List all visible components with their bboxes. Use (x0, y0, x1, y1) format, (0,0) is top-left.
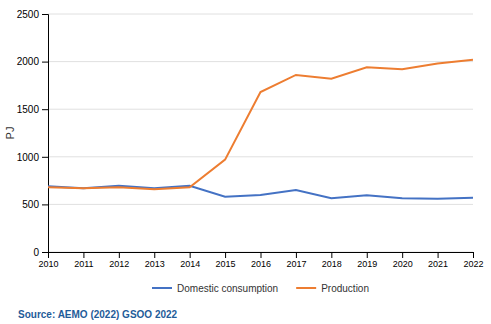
tick-mark (296, 252, 297, 258)
tick-label: 2012 (109, 259, 129, 269)
tick-label: 2020 (393, 259, 413, 269)
tick-label: 2019 (357, 259, 377, 269)
tick-mark (261, 252, 262, 258)
tick-mark (154, 252, 155, 258)
tick: 2021 (428, 252, 448, 269)
tick-mark (42, 62, 48, 63)
tick: 2011 (74, 252, 93, 269)
tick: 2000 (17, 56, 48, 67)
series-group (48, 60, 473, 199)
series-line (48, 60, 473, 189)
tick: 500 (22, 199, 48, 210)
tick: 2015 (216, 252, 236, 269)
tick-label: 2016 (251, 259, 271, 269)
tick-label: 2022 (463, 259, 483, 269)
tick-label: 2011 (74, 259, 93, 269)
tick: 2014 (180, 252, 200, 269)
tick-mark (42, 109, 48, 110)
x-axis: 2010 2011 2012 2013 2014 2015 2016 2017 2018 2019… (38, 252, 483, 269)
tick-label: 500 (22, 199, 39, 210)
legend-item: Domestic consumption (152, 283, 278, 294)
tick: 0 (33, 247, 48, 258)
tick-label: 2021 (428, 259, 448, 269)
legend: Domestic consumption Production (152, 283, 369, 294)
tick-mark (48, 252, 49, 258)
tick: 2022 (463, 252, 483, 269)
tick: 2012 (109, 252, 129, 269)
annotation: Source: AEMO (2022) GSOO 2022 (18, 309, 178, 320)
plot-area: 0 500 1000 1500 2000 2500 2010 2011 2012 2013 2014… (17, 9, 484, 270)
legend-item: Production (296, 283, 369, 294)
legend-label: Domestic consumption (177, 283, 278, 294)
tick-mark (190, 252, 191, 258)
tick: 2016 (251, 252, 271, 269)
tick: 2500 (17, 9, 48, 20)
tick-label: 2018 (322, 259, 342, 269)
tick-label: 2015 (216, 259, 236, 269)
y-axis: 0 500 1000 1500 2000 2500 (17, 9, 49, 258)
tick: 2020 (393, 252, 413, 269)
legend-label: Production (321, 283, 369, 294)
tick: 2017 (286, 252, 306, 269)
grid-line (48, 14, 473, 15)
axis-domain (42, 15, 49, 253)
chart: 0 500 1000 1500 2000 2500 2010 2011 2012 2013 2014… (0, 0, 491, 324)
axis-domain (49, 253, 474, 259)
tick-mark (331, 252, 332, 258)
tick-label: 1000 (17, 152, 40, 163)
tick-label: 2017 (286, 259, 306, 269)
tick-mark (402, 252, 403, 258)
grid-line (48, 204, 473, 205)
tick-mark (119, 252, 120, 258)
tick: 1000 (17, 152, 48, 163)
tick-mark (42, 14, 48, 15)
tick-label: 2010 (38, 259, 58, 269)
tick-mark (225, 252, 226, 258)
tick-label: 0 (33, 247, 39, 258)
tick: 1500 (17, 104, 48, 115)
grid-line (48, 109, 473, 110)
tick-label: 2013 (145, 259, 165, 269)
y-axis-title: PJ (4, 127, 16, 140)
tick-label: 2000 (17, 56, 40, 67)
tick-mark (42, 157, 48, 158)
grid-line (48, 61, 473, 62)
legend-swatch (296, 287, 316, 289)
tick-mark (473, 252, 474, 258)
tick-label: 2014 (180, 259, 200, 269)
tick-mark (42, 252, 48, 253)
tick-mark (83, 252, 84, 258)
tick-label: 2500 (17, 9, 40, 20)
tick: 2010 (38, 252, 58, 269)
tick: 2018 (322, 252, 342, 269)
grid (48, 14, 473, 252)
tick: 2019 (357, 252, 377, 269)
tick-mark (367, 252, 368, 258)
tick: 2013 (145, 252, 165, 269)
grid-line (48, 156, 473, 157)
legend-swatch (152, 287, 172, 289)
tick-label: 1500 (17, 104, 40, 115)
tick-mark (42, 204, 48, 205)
tick-mark (438, 252, 439, 258)
